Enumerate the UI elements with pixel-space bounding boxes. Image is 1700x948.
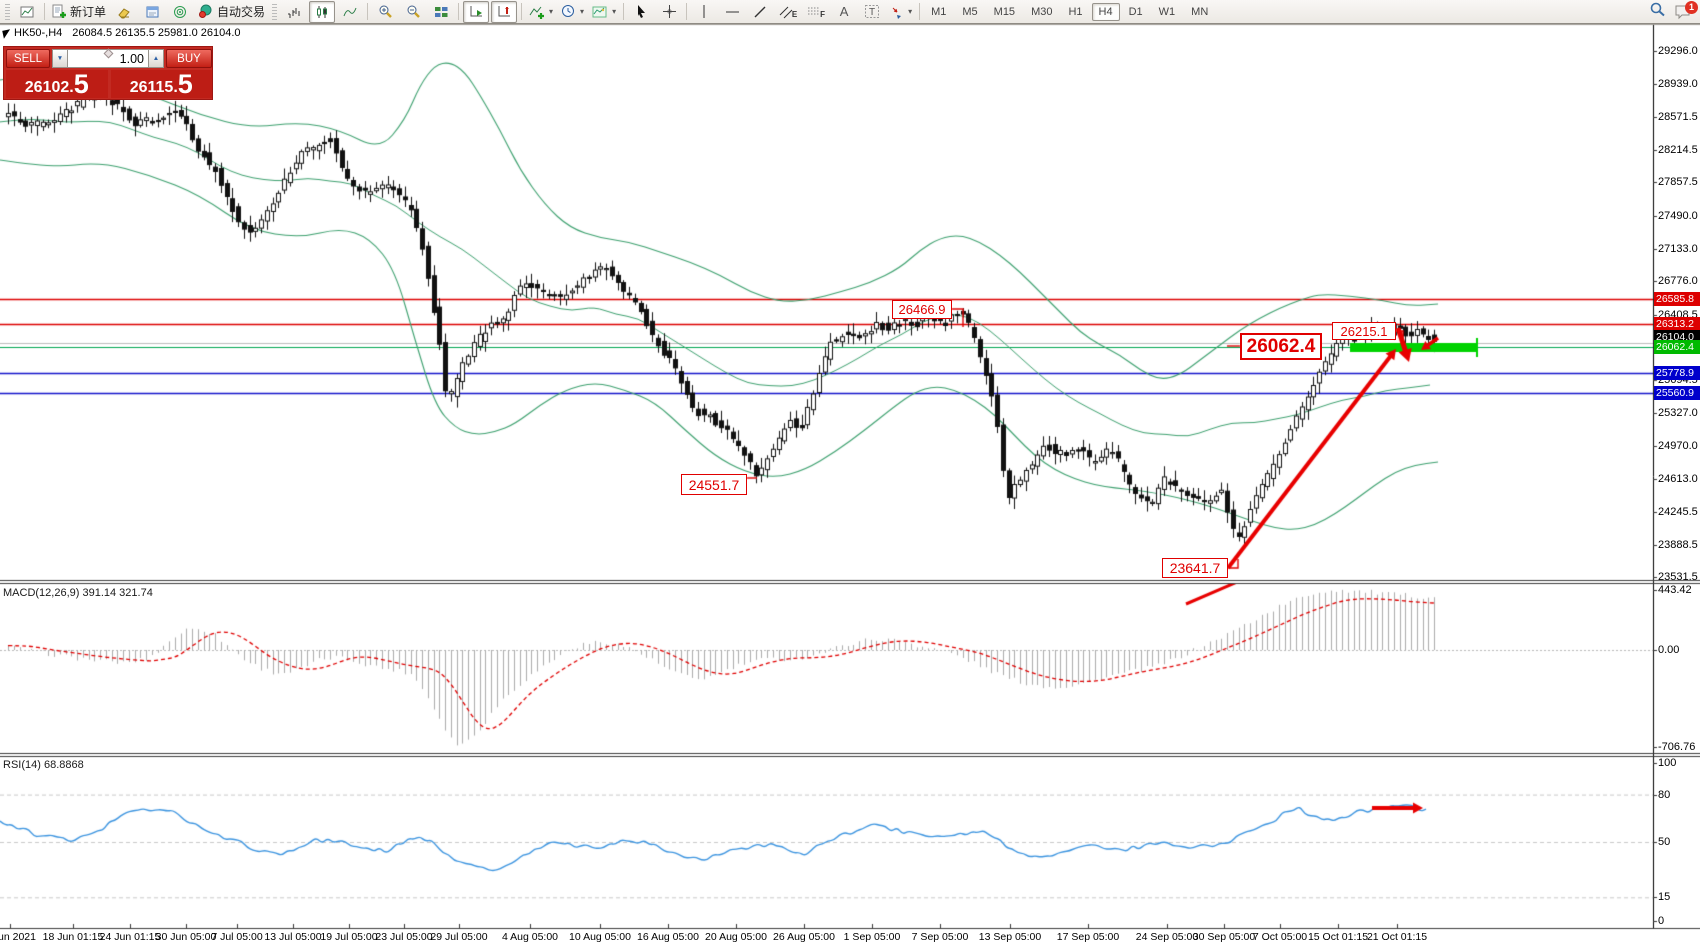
chevron-down-icon: ▾	[549, 7, 554, 16]
buy-price[interactable]: 26115. 5	[110, 69, 212, 99]
toolbar-separator	[686, 3, 688, 20]
sell-button[interactable]: SELL	[6, 49, 50, 68]
chevron-down-icon: ▾	[612, 7, 617, 16]
horizontal-line-tool-button[interactable]	[719, 1, 745, 23]
new-order-button[interactable]: 新订单	[49, 1, 109, 23]
chevron-down-icon: ▾	[580, 7, 585, 16]
sell-price-dot: .	[69, 79, 74, 96]
search-icon[interactable]	[1649, 1, 1666, 23]
bar-chart-mode-button[interactable]	[281, 1, 307, 23]
toolbar-separator	[919, 3, 921, 20]
toolbar-separator	[458, 3, 460, 20]
chart-shift-button[interactable]	[491, 0, 518, 23]
chart-title: HK50-,H4 26084.5 26135.5 25981.0 26104.0	[14, 27, 241, 39]
cursor-tool-button[interactable]	[628, 1, 654, 23]
volume-increase-button[interactable]: ▲	[148, 49, 164, 68]
one-click-trading-panel: SELL ▼ ▲ BUY 26102.5 26115.5	[3, 46, 213, 100]
navigator-icon[interactable]	[167, 1, 193, 23]
buy-price-dot: .	[173, 79, 178, 96]
market-watch-icon[interactable]	[111, 1, 137, 23]
autotrading-button[interactable]: 自动交易	[195, 1, 268, 23]
toolbar-separator	[367, 3, 369, 20]
ohlc-values: 26084.5 26135.5 25981.0 26104.0	[72, 27, 241, 39]
templates-button[interactable]: ▾	[589, 1, 619, 23]
vertical-line-tool-button[interactable]	[691, 1, 717, 23]
svg-text:T: T	[869, 7, 875, 18]
zoom-out-button[interactable]	[400, 1, 426, 23]
sell-price-main: 26102	[24, 79, 70, 96]
buy-button[interactable]: BUY	[166, 49, 212, 68]
text-tool-button[interactable]: A	[831, 1, 857, 23]
timeframe-button-m30[interactable]: M30	[1031, 5, 1053, 18]
notification-count-badge: 1	[1685, 0, 1698, 14]
sell-price-pip: 5	[73, 69, 89, 99]
toolbar-separator	[623, 3, 625, 20]
macd-indicator-label: MACD(12,26,9) 391.14 321.74	[3, 587, 153, 599]
new-order-label: 新订单	[70, 5, 107, 19]
channel-tool-glyph: E	[791, 10, 798, 19]
fibonacci-tool-glyph: F	[820, 10, 826, 19]
trendline-tool-button[interactable]	[747, 1, 773, 23]
notifications-button[interactable]: 1	[1674, 0, 1698, 21]
zoom-in-button[interactable]	[372, 1, 398, 23]
one-click-collapse-icon[interactable]	[2, 29, 12, 39]
line-chart-mode-button[interactable]	[337, 1, 363, 23]
volume-stepper: ▼ ▲	[52, 49, 164, 68]
main-toolbar: 新订单 自动交易 ▾ ▾	[0, 0, 1700, 24]
text-label-tool-button[interactable]: T	[859, 1, 885, 23]
autotrading-label: 自动交易	[217, 5, 266, 19]
candlestick-mode-button[interactable]	[309, 0, 336, 23]
periods-clock-button[interactable]: ▾	[558, 1, 587, 23]
auto-scroll-button[interactable]	[463, 0, 490, 23]
rsi-indicator-label: RSI(14) 68.8868	[3, 759, 84, 771]
data-window-icon[interactable]	[139, 1, 165, 23]
toolbar-separator	[44, 3, 45, 20]
equidistant-channel-tool-button[interactable]: E	[775, 1, 801, 23]
tile-windows-icon[interactable]	[428, 1, 454, 23]
crosshair-tool-button[interactable]	[656, 1, 682, 23]
timeframe-button-m5[interactable]: M5	[962, 5, 978, 18]
volume-input[interactable]	[68, 49, 148, 68]
volume-decrease-button[interactable]: ▼	[52, 49, 68, 68]
timeframe-button-mn[interactable]: MN	[1191, 5, 1209, 18]
timeframe-button-h4[interactable]: H4	[1091, 2, 1120, 21]
chevron-down-icon: ▾	[908, 7, 913, 16]
timeframe-button-m1[interactable]: M1	[931, 5, 947, 18]
fibonacci-tool-button[interactable]: F	[803, 1, 829, 23]
buy-price-pip: 5	[177, 69, 193, 99]
chart-window-icon[interactable]	[14, 1, 40, 23]
timeframe-button-m15[interactable]: M15	[993, 5, 1016, 18]
add-indicator-button[interactable]: ▾	[526, 1, 556, 23]
timeframe-button-d1[interactable]: D1	[1128, 5, 1143, 18]
arrows-tool-button[interactable]: ▾	[887, 1, 915, 23]
timeframe-button-w1[interactable]: W1	[1158, 5, 1176, 18]
text-tool-glyph: A	[839, 4, 849, 19]
sell-price[interactable]: 26102. 5	[6, 70, 108, 98]
symbol-period-label: HK50-,H4	[14, 27, 63, 39]
toolbar-separator	[521, 3, 523, 20]
timeframe-toolbar: M1 M5 M15 M30 H1 H4 D1 W1 MN	[923, 2, 1216, 21]
toolbar-grip[interactable]	[272, 3, 278, 20]
timeframe-button-h1[interactable]: H1	[1068, 5, 1083, 18]
buy-price-main: 26115	[129, 79, 174, 96]
toolbar-grip[interactable]	[5, 3, 10, 20]
